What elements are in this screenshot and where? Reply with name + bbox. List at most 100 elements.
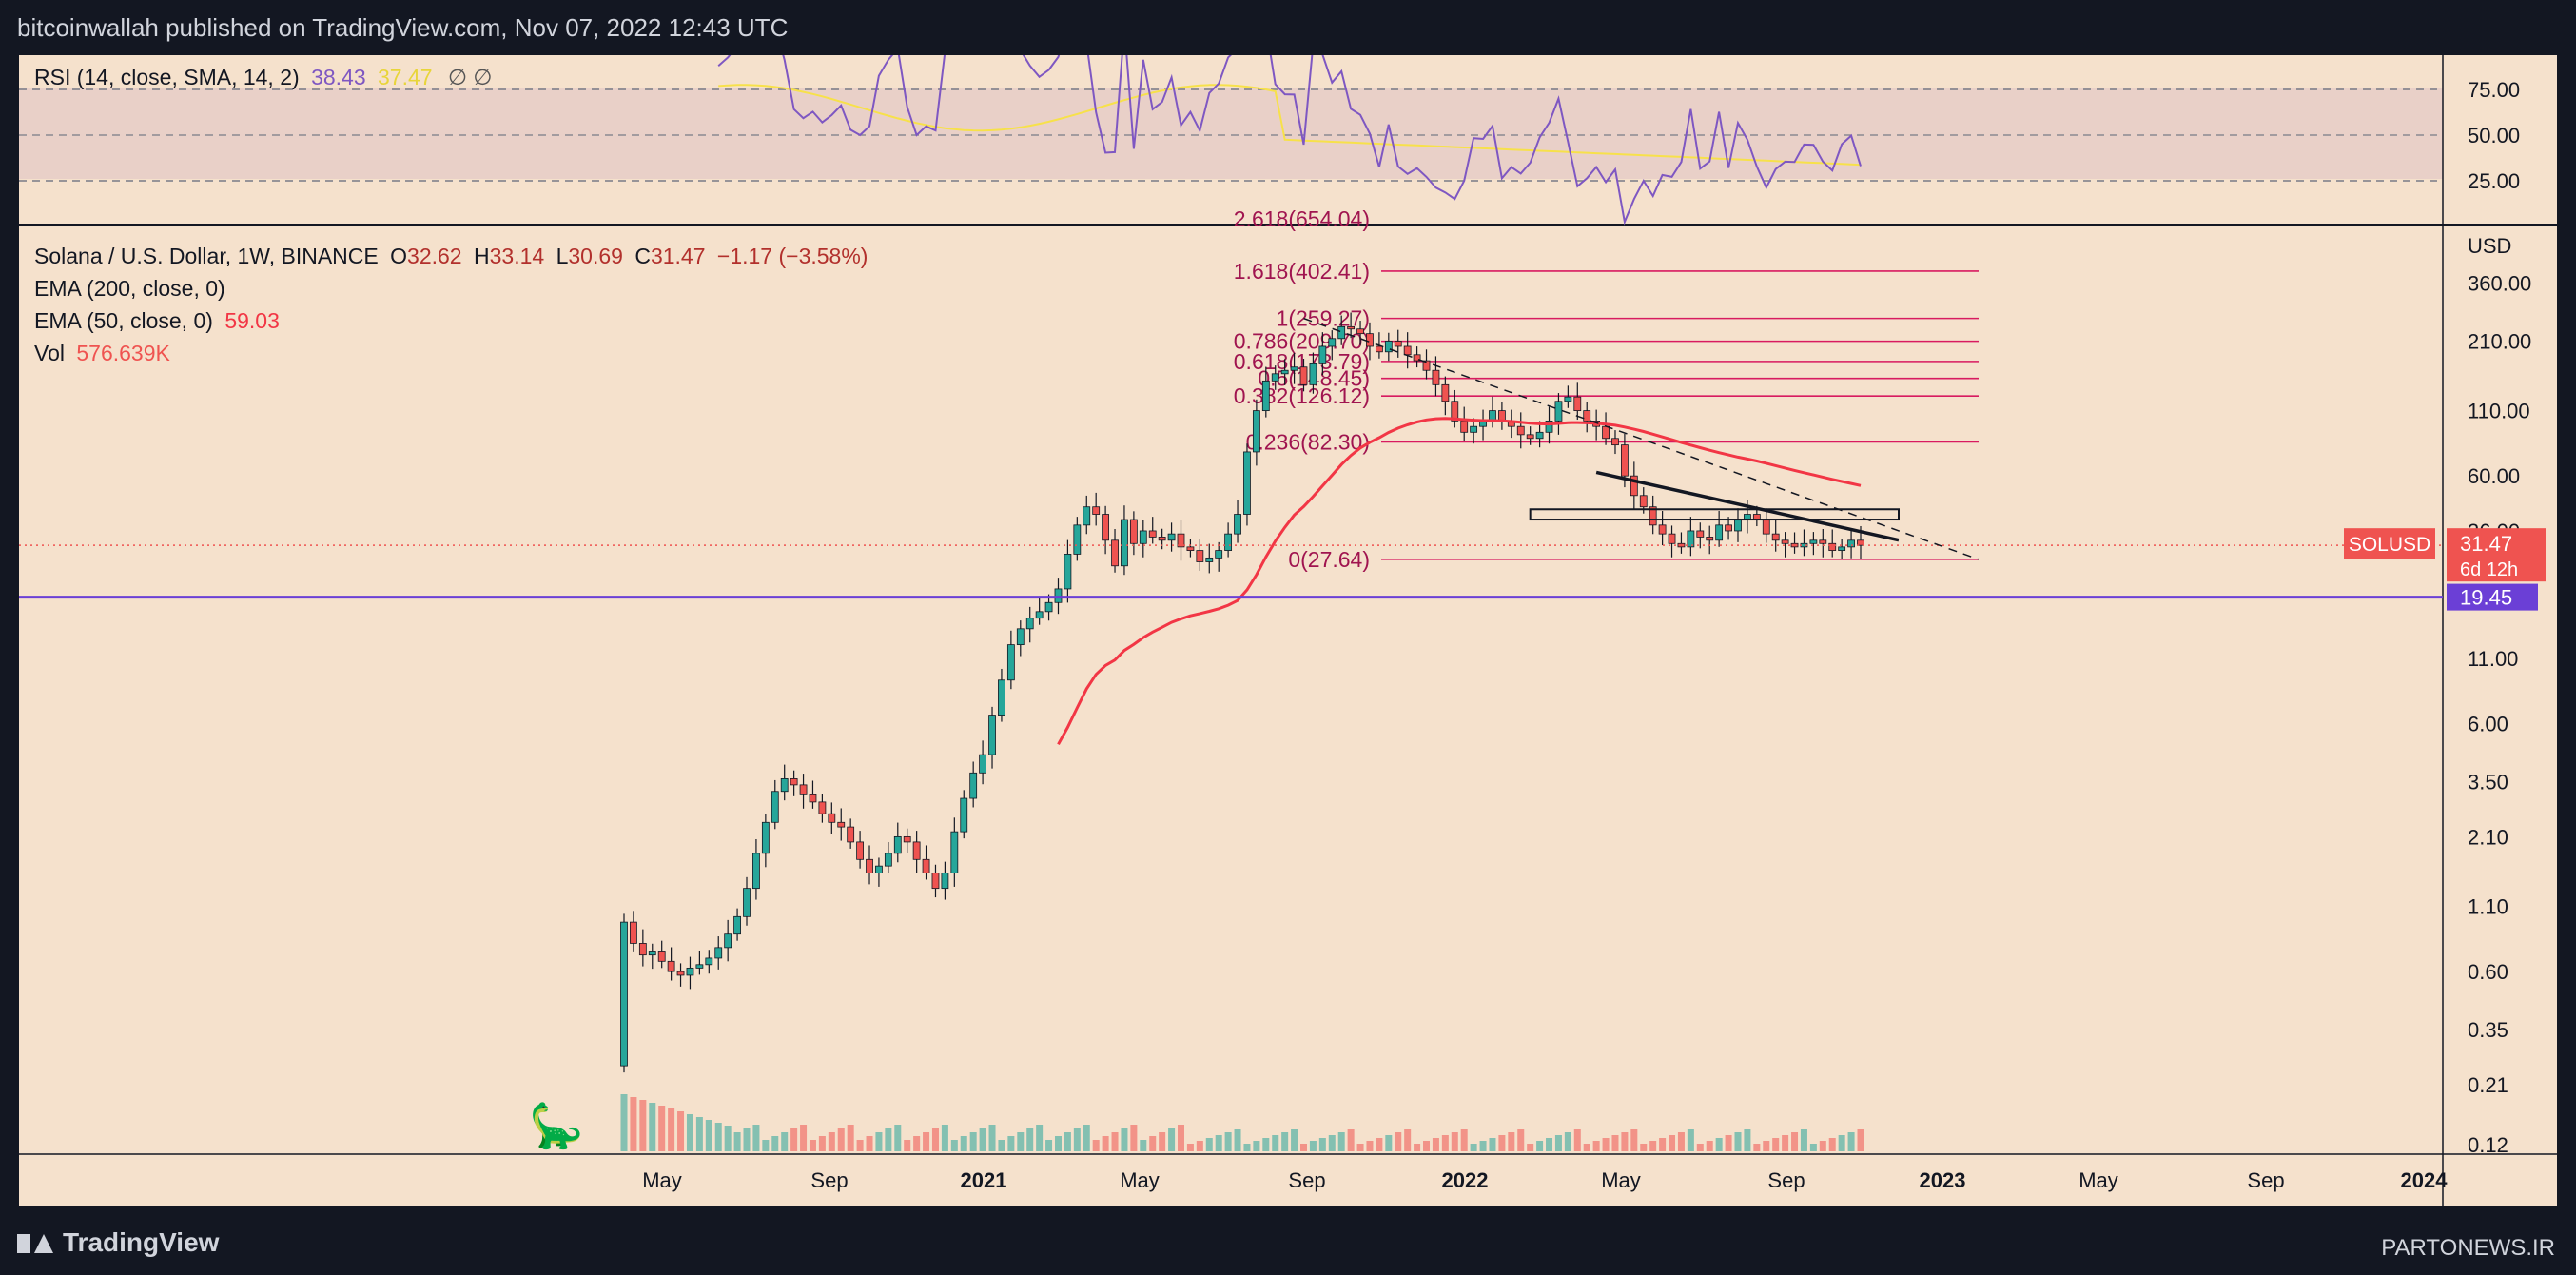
- volume-bar: [904, 1140, 911, 1151]
- volume-bar: [1669, 1135, 1676, 1151]
- volume-bar: [1677, 1132, 1685, 1151]
- price-axis-tick: 110.00: [2468, 400, 2530, 423]
- candle-body: [1299, 366, 1308, 385]
- volume-bar: [1337, 1132, 1345, 1151]
- chart-canvas[interactable]: 2.618(654.04) 1.618(402.41) 1(259.27)0.786…: [19, 55, 2557, 1206]
- time-axis-tick: May: [1120, 1168, 1160, 1192]
- candle-body: [1167, 533, 1176, 541]
- volume-bar: [1309, 1141, 1317, 1151]
- volume-bar: [1696, 1144, 1704, 1151]
- candle-body: [1044, 601, 1053, 613]
- drawings[interactable]: [19, 317, 2443, 746]
- volume-bar: [1291, 1129, 1298, 1151]
- tradingview-logo[interactable]: TradingView: [17, 1227, 219, 1258]
- volume-bar: [1007, 1136, 1015, 1151]
- volume-bar: [979, 1128, 986, 1151]
- volume-bar: [1451, 1132, 1458, 1151]
- candle-body: [1148, 530, 1157, 538]
- volume-bar: [1092, 1140, 1100, 1151]
- candle-body: [1064, 554, 1072, 590]
- candle-body: [771, 791, 779, 823]
- volume-bar: [1763, 1141, 1770, 1151]
- candle-body: [1725, 524, 1732, 532]
- time-axis-tick: Sep: [2247, 1168, 2284, 1192]
- volume-bar: [1809, 1144, 1817, 1151]
- resistance-zone-box: [1529, 508, 1900, 521]
- candle-body: [1611, 438, 1619, 446]
- symbol-tag: SOLUSD: [2349, 534, 2430, 556]
- volume-bar: [1140, 1140, 1147, 1151]
- volume-bar: [1262, 1138, 1270, 1151]
- volume-bar: [1414, 1144, 1421, 1151]
- volume-bar: [1083, 1125, 1090, 1151]
- descending-trendline-dashed: [1303, 317, 1980, 560]
- volume-bar: [790, 1128, 798, 1151]
- rsi-band-fill: [19, 88, 2443, 179]
- ema200-label: EMA (200, close, 0): [34, 276, 225, 301]
- volume-bar: [762, 1140, 770, 1151]
- volume-bar: [649, 1103, 656, 1151]
- publisher-bar: bitcoinwallah published on TradingView.c…: [0, 0, 2576, 55]
- volume-bar: [1706, 1141, 1713, 1151]
- volume-bar: [714, 1123, 722, 1151]
- candle-body: [1847, 539, 1855, 548]
- price-axis-tick: 11.00: [2468, 647, 2518, 671]
- volume-bar: [1687, 1129, 1694, 1151]
- volume-bar: [894, 1125, 902, 1151]
- volume-bar: [1630, 1129, 1638, 1151]
- volume-bar: [1517, 1129, 1525, 1151]
- candle-body: [1139, 530, 1147, 544]
- high-value: 33.14: [489, 244, 545, 268]
- volume-bar: [1054, 1136, 1062, 1151]
- candle-body: [799, 784, 808, 795]
- volume-bar: [923, 1132, 930, 1151]
- time-axis-tick: Sep: [810, 1168, 848, 1192]
- candle-body: [1649, 506, 1657, 526]
- volume-bar: [1602, 1138, 1610, 1151]
- volume-bar: [828, 1132, 835, 1151]
- fibonacci-retracement[interactable]: 2.618(654.04) 1.618(402.41) 1(259.27)0.786…: [1234, 206, 1979, 572]
- fib-label: 0.382(126.12): [1234, 383, 1370, 408]
- tradingview-logo-icon: [17, 1232, 53, 1253]
- candle-body: [1470, 425, 1478, 433]
- volume-bar: [724, 1126, 732, 1151]
- low-value: 30.69: [568, 244, 623, 268]
- volume-bar: [668, 1108, 675, 1151]
- candle-body: [1838, 546, 1846, 551]
- candle-body: [620, 921, 628, 1067]
- chart-frame[interactable]: 2.618(654.04) 1.618(402.41) 1(259.27) 0.786…: [19, 55, 2557, 1206]
- candle-body: [667, 960, 675, 972]
- volume-bar: [1017, 1132, 1025, 1151]
- candle-body: [1224, 533, 1233, 551]
- candle-body: [1696, 530, 1705, 538]
- volume-bar: [800, 1125, 808, 1151]
- candle-body: [752, 853, 760, 890]
- volume-bar: [988, 1125, 996, 1151]
- candle-body: [1309, 363, 1317, 385]
- candle-body: [724, 933, 732, 949]
- symbol-title: Solana / U.S. Dollar, 1W, BINANCE: [34, 244, 379, 268]
- candle-body: [1630, 475, 1638, 497]
- candle-body: [1413, 354, 1421, 362]
- descending-trendline: [1595, 470, 1900, 542]
- ema50-line: [1057, 417, 1862, 746]
- candle-body: [1006, 644, 1015, 681]
- candle-body: [875, 865, 883, 873]
- volume-bar: [1177, 1125, 1184, 1151]
- volume-bar: [998, 1140, 1005, 1151]
- candles: [620, 312, 1864, 1073]
- candle-body: [818, 801, 827, 814]
- volume-bar: [1159, 1132, 1166, 1151]
- volume-bar: [1215, 1135, 1222, 1151]
- volume-bar: [1470, 1144, 1477, 1151]
- candle-body: [1668, 533, 1676, 544]
- volume-bar: [950, 1140, 958, 1151]
- volume-bar: [771, 1136, 779, 1151]
- volume-bar: [1385, 1135, 1393, 1151]
- candle-body: [828, 813, 836, 823]
- price-axis-tick: 0.35: [2468, 1018, 2508, 1042]
- volume-bar: [1281, 1132, 1289, 1151]
- volume-bar: [639, 1100, 647, 1151]
- candle-body: [1375, 345, 1383, 353]
- candle-body: [1441, 383, 1450, 402]
